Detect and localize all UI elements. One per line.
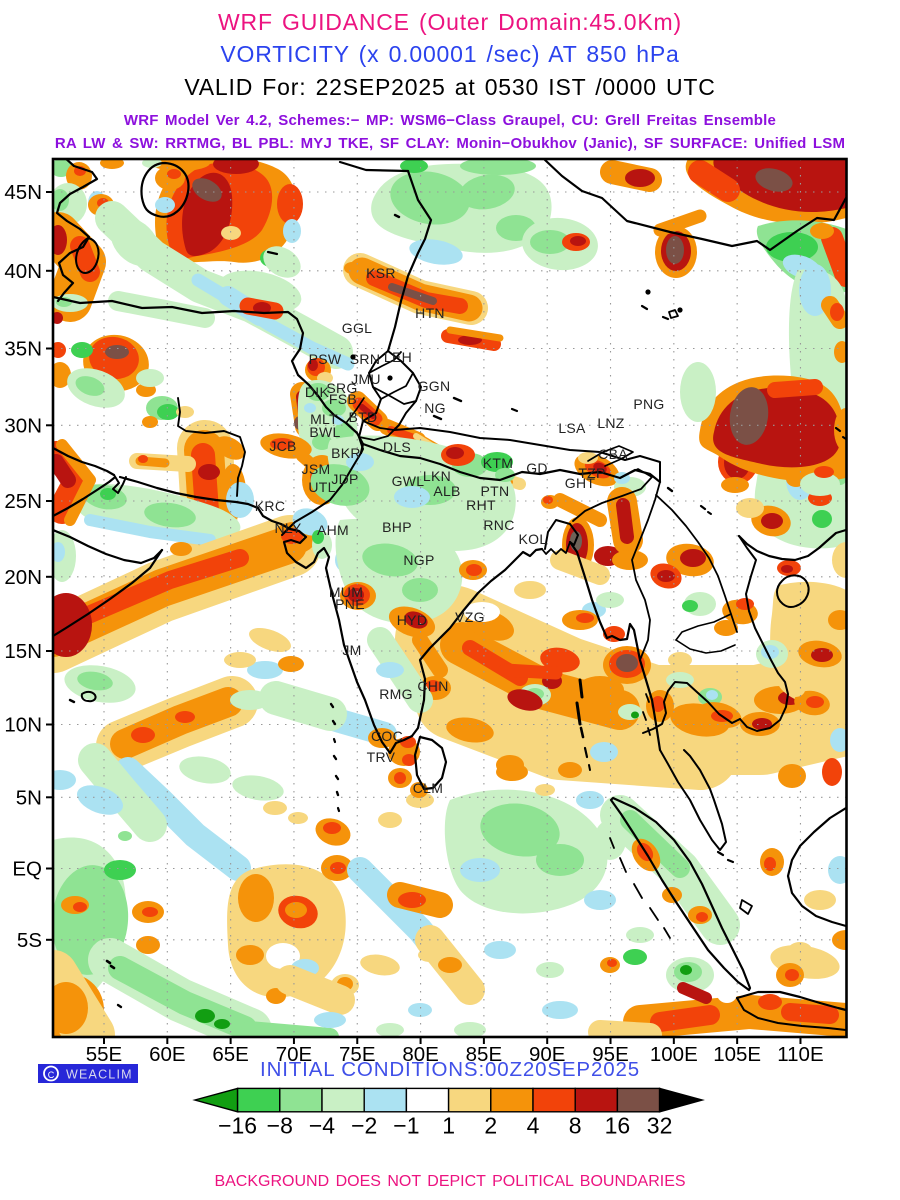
svg-text:CHN: CHN (417, 678, 448, 694)
svg-text:20N: 20N (4, 566, 42, 589)
svg-text:VZG: VZG (455, 609, 485, 625)
svg-text:GD: GD (526, 460, 548, 476)
svg-text:NLY: NLY (274, 520, 301, 536)
svg-text:−4: −4 (309, 1113, 335, 1139)
svg-text:RMG: RMG (379, 686, 413, 702)
svg-text:EQ: EQ (12, 858, 42, 881)
svg-text:BKR: BKR (331, 445, 361, 461)
svg-text:16: 16 (605, 1113, 631, 1139)
svg-text:VORTICITY (x 0.00001 /sec) AT: VORTICITY (x 0.00001 /sec) AT 850 hPa (220, 41, 679, 67)
svg-text:LNZ: LNZ (597, 415, 624, 431)
svg-text:10N: 10N (4, 714, 42, 737)
svg-text:BTD: BTD (349, 409, 378, 425)
svg-text:KTM: KTM (483, 455, 513, 471)
svg-text:32: 32 (647, 1113, 673, 1139)
svg-text:85E: 85E (466, 1043, 502, 1066)
svg-text:PNG: PNG (633, 396, 664, 412)
svg-text:UTL: UTL (308, 479, 335, 495)
svg-text:PNE: PNE (335, 596, 365, 612)
svg-text:GHT: GHT (565, 475, 596, 491)
svg-text:95E: 95E (592, 1043, 628, 1066)
svg-text:SRG: SRG (326, 380, 357, 396)
svg-text:JMU: JMU (351, 371, 381, 387)
svg-text:KOL: KOL (519, 531, 548, 547)
svg-text:MLT: MLT (310, 411, 338, 427)
svg-text:LSA: LSA (558, 420, 586, 436)
svg-text:CBA: CBA (598, 446, 628, 462)
svg-text:PSW: PSW (309, 351, 342, 367)
svg-text:−2: −2 (351, 1113, 377, 1139)
svg-text:BHP: BHP (382, 519, 412, 535)
svg-text:15N: 15N (4, 640, 42, 663)
svg-text:HTN: HTN (415, 305, 445, 321)
svg-text:5S: 5S (17, 929, 42, 952)
svg-text:ALB: ALB (433, 483, 460, 499)
svg-text:DLS: DLS (383, 439, 411, 455)
svg-text:TZP: TZP (578, 465, 605, 481)
svg-text:JM: JM (342, 642, 361, 658)
svg-text:5N: 5N (16, 786, 42, 809)
svg-text:WRF Model Ver 4.2, Schemes:− M: WRF Model Ver 4.2, Schemes:− MP: WSM6−Cl… (124, 112, 776, 129)
svg-text:NGP: NGP (403, 552, 434, 568)
svg-text:KRC: KRC (255, 498, 285, 514)
svg-text:JDP: JDP (331, 471, 358, 487)
svg-text:−1: −1 (393, 1113, 419, 1139)
svg-text:2: 2 (484, 1113, 497, 1139)
svg-text:DIK: DIK (305, 384, 330, 400)
svg-text:80E: 80E (402, 1043, 438, 1066)
svg-text:INITIAL CONDITIONS:00Z20SEP202: INITIAL CONDITIONS:00Z20SEP2025 (260, 1058, 640, 1081)
svg-text:25N: 25N (4, 490, 42, 513)
svg-text:RHT: RHT (466, 497, 496, 513)
svg-text:KSR: KSR (366, 265, 396, 281)
svg-text:60E: 60E (149, 1043, 185, 1066)
svg-text:C: C (48, 1070, 55, 1080)
svg-text:30N: 30N (4, 414, 42, 437)
svg-text:75E: 75E (339, 1043, 375, 1066)
svg-text:JCB: JCB (269, 438, 296, 454)
svg-text:CLM: CLM (413, 780, 443, 796)
svg-text:PTN: PTN (481, 483, 510, 499)
svg-text:105E: 105E (713, 1043, 761, 1066)
svg-text:4: 4 (527, 1113, 540, 1139)
svg-text:HYD: HYD (397, 612, 427, 628)
svg-text:110E: 110E (777, 1043, 823, 1066)
svg-text:65E: 65E (212, 1043, 248, 1066)
svg-text:100E: 100E (650, 1043, 698, 1066)
svg-text:AHM: AHM (317, 522, 349, 538)
svg-text:COC: COC (371, 728, 403, 744)
svg-text:70E: 70E (276, 1043, 312, 1066)
svg-text:1: 1 (442, 1113, 455, 1139)
svg-text:MUM: MUM (329, 584, 363, 600)
svg-text:FSB: FSB (329, 391, 357, 407)
svg-text:BWL: BWL (309, 424, 340, 440)
svg-text:SRN: SRN (350, 351, 380, 367)
svg-text:GGL: GGL (342, 320, 372, 336)
svg-text:GWL: GWL (392, 473, 425, 489)
svg-text:GGN: GGN (418, 378, 451, 394)
svg-text:LEH: LEH (384, 349, 412, 365)
svg-text:40N: 40N (4, 260, 42, 283)
svg-text:RA LW & SW: RRTMG, BL PBL: MYJ: RA LW & SW: RRTMG, BL PBL: MYJ TKE, SF C… (55, 135, 845, 152)
svg-text:LKN: LKN (423, 468, 451, 484)
svg-text:90E: 90E (529, 1043, 565, 1066)
svg-text:8: 8 (569, 1113, 582, 1139)
svg-text:45N: 45N (4, 181, 42, 204)
svg-text:WRF GUIDANCE (Outer Domain:45.: WRF GUIDANCE (Outer Domain:45.0Km) (218, 9, 682, 35)
svg-text:−16: −16 (218, 1113, 257, 1139)
svg-text:WEACLIM: WEACLIM (66, 1068, 133, 1082)
svg-text:BACKGROUND DOES NOT DEPICT POL: BACKGROUND DOES NOT DEPICT POLITICAL BOU… (214, 1173, 685, 1190)
svg-text:NG: NG (424, 400, 446, 416)
svg-text:55E: 55E (86, 1043, 122, 1066)
svg-text:RNC: RNC (483, 517, 514, 533)
svg-text:TRV: TRV (367, 749, 396, 765)
svg-text:35N: 35N (4, 338, 42, 361)
svg-text:−8: −8 (267, 1113, 293, 1139)
svg-text:JSM: JSM (302, 461, 331, 477)
svg-text:VALID For: 22SEP2025 at 0530 I: VALID For: 22SEP2025 at 0530 IST /0000 U… (184, 74, 715, 100)
